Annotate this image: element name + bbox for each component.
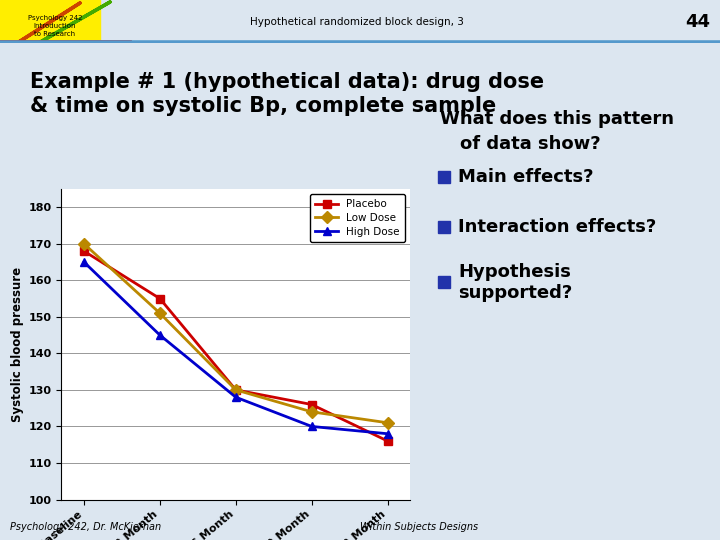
Text: Example # 1 (hypothetical data): drug dose
& time on systolic Bp, complete sampl: Example # 1 (hypothetical data): drug do… bbox=[30, 72, 544, 116]
Text: 44: 44 bbox=[685, 13, 710, 31]
Low Dose bbox=[232, 387, 240, 393]
Bar bbox=[438, 276, 450, 288]
Text: Psychology 242, Dr. McKiernan: Psychology 242, Dr. McKiernan bbox=[10, 522, 161, 532]
Placebo bbox=[80, 248, 89, 254]
Text: What does this pattern: What does this pattern bbox=[440, 110, 674, 128]
Bar bbox=[438, 221, 450, 233]
Text: Within Subjects Designs: Within Subjects Designs bbox=[360, 522, 478, 532]
Line: High Dose: High Dose bbox=[80, 258, 392, 438]
Low Dose bbox=[80, 240, 89, 247]
High Dose bbox=[156, 332, 164, 339]
Line: Placebo: Placebo bbox=[80, 247, 392, 445]
Text: Hypothesis
supported?: Hypothesis supported? bbox=[458, 262, 572, 301]
Placebo bbox=[383, 438, 392, 444]
Line: Low Dose: Low Dose bbox=[80, 240, 392, 427]
Text: Psychology 242
Introduction
to Research: Psychology 242 Introduction to Research bbox=[28, 15, 82, 37]
Low Dose bbox=[383, 420, 392, 426]
Text: Hypothetical randomized block design, 3: Hypothetical randomized block design, 3 bbox=[250, 17, 464, 27]
Text: of data show?: of data show? bbox=[460, 135, 600, 153]
High Dose bbox=[232, 394, 240, 401]
Low Dose bbox=[156, 310, 164, 316]
Placebo bbox=[307, 401, 316, 408]
Text: Main effects?: Main effects? bbox=[458, 168, 593, 186]
Bar bbox=[438, 171, 450, 183]
Bar bbox=[0, 0, 100, 43]
Low Dose bbox=[307, 409, 316, 415]
Placebo bbox=[232, 387, 240, 393]
Y-axis label: Systolic blood pressure: Systolic blood pressure bbox=[11, 267, 24, 422]
Placebo bbox=[156, 295, 164, 302]
High Dose bbox=[383, 430, 392, 437]
Legend: Placebo, Low Dose, High Dose: Placebo, Low Dose, High Dose bbox=[310, 194, 405, 242]
High Dose bbox=[80, 259, 89, 265]
Text: Interaction effects?: Interaction effects? bbox=[458, 218, 656, 236]
High Dose bbox=[307, 423, 316, 430]
